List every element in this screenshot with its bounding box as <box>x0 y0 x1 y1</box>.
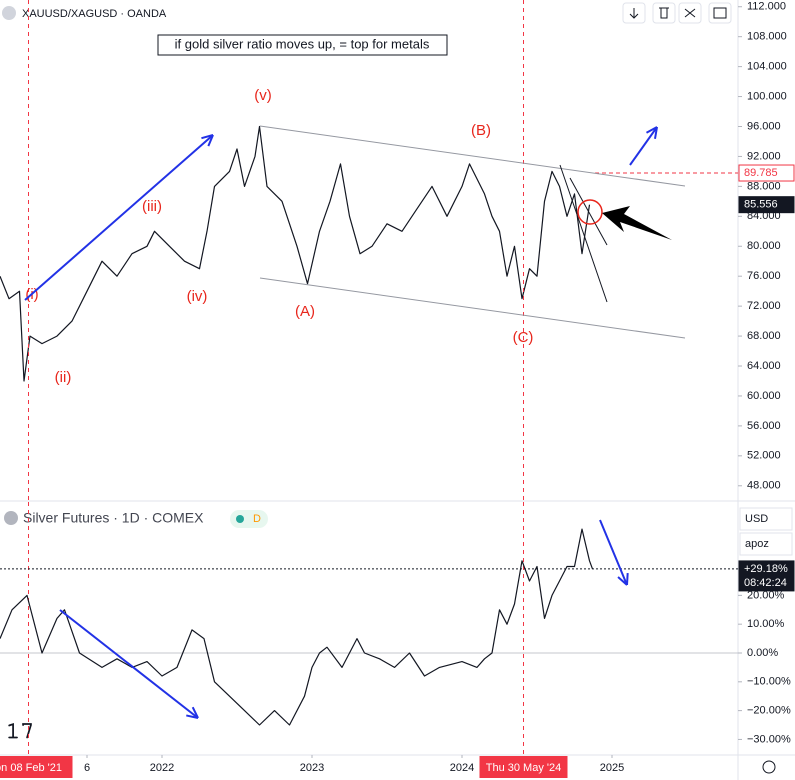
arrow-head <box>617 576 628 586</box>
trend-arrow <box>629 126 658 166</box>
currency: USD <box>745 513 768 525</box>
wedge-line <box>569 177 608 246</box>
currency-button[interactable] <box>739 507 793 531</box>
y-tick-label: 84.000 <box>747 210 781 222</box>
y-tick-label: 0.00% <box>747 647 778 659</box>
y-tick-label: 100.000 <box>747 90 787 102</box>
price-label-box <box>738 560 795 592</box>
x-tick-label: 2023 <box>300 762 324 774</box>
crosshair-date: Thu 30 May '24 <box>486 762 561 774</box>
y-tick-label: −30.00% <box>747 733 791 745</box>
y-tick-label: 96.000 <box>747 120 781 132</box>
close-icon[interactable] <box>2 6 16 20</box>
arrow-head <box>191 706 199 719</box>
price-label: +29.18% <box>744 563 788 575</box>
highlight-circle <box>577 199 603 225</box>
button-restore[interactable] <box>708 2 732 24</box>
countdown: 08:42:24 <box>744 577 787 589</box>
x-tick-label: 6 <box>84 762 90 774</box>
icon <box>713 7 727 19</box>
wave-label: (A) <box>295 303 315 320</box>
x-tick-label: 2024 <box>450 762 474 774</box>
symbol-title: XAUUSD/XAGUSD · OANDA <box>22 8 167 20</box>
settings-icon[interactable] <box>762 760 776 774</box>
y-tick-label: 56.000 <box>747 420 781 432</box>
wave-label: (iii) <box>142 198 162 215</box>
y-tick-label: 88.000 <box>747 180 781 192</box>
price-label: 89.785 <box>744 167 778 179</box>
badge-label: D <box>253 513 261 525</box>
scale-mode: apoz <box>745 538 769 550</box>
trend-arrow <box>59 609 199 719</box>
y-tick-label: 60.000 <box>747 390 781 402</box>
trend-arrow <box>24 134 214 301</box>
price-label-box <box>738 164 795 182</box>
pointer-arrow <box>602 206 672 240</box>
y-tick-label: 104.000 <box>747 61 787 73</box>
arrow-head <box>646 126 658 134</box>
pane-icon <box>4 511 18 525</box>
button-delete[interactable] <box>652 2 676 24</box>
arrow-head <box>201 134 214 140</box>
y-tick-label: −10.00% <box>747 676 791 688</box>
y-tick-label: 112.000 <box>747 1 786 13</box>
y-tick-label: 10.00% <box>747 618 785 630</box>
arrow-head <box>654 126 658 139</box>
status-dot <box>236 515 244 523</box>
price-line <box>0 528 594 726</box>
channel-line <box>259 277 686 339</box>
x-tick-label: 2022 <box>150 762 174 774</box>
wave-label: (iv) <box>187 288 208 305</box>
icon <box>629 8 639 19</box>
wave-label: (ii) <box>55 369 72 386</box>
y-tick-label: 68.000 <box>747 330 781 342</box>
toolbar <box>622 2 732 24</box>
arrow-head <box>186 714 199 719</box>
channel-line <box>259 125 686 187</box>
trend-arrow <box>599 519 628 586</box>
y-tick-label: 80.000 <box>747 240 781 252</box>
y-tick-label: 76.000 <box>747 270 781 282</box>
badge <box>230 510 268 528</box>
y-tick-label: −20.00% <box>747 705 791 717</box>
y-tick-label: 52.000 <box>747 450 781 462</box>
icon <box>659 7 669 19</box>
annotation: if gold silver ratio moves up, = top for… <box>175 36 430 51</box>
arrow-head <box>626 572 629 586</box>
scale-button[interactable] <box>739 532 793 556</box>
y-tick-label: 64.000 <box>747 360 781 372</box>
price-label-box <box>738 196 795 214</box>
crosshair-date-box <box>0 756 73 778</box>
crosshair-date-box <box>479 756 568 778</box>
pane-title: Silver Futures · 1D · COMEX <box>23 510 204 526</box>
arrow-head <box>207 134 214 147</box>
wave-label: (B) <box>471 122 491 139</box>
wave-label: (v) <box>254 87 272 104</box>
y-tick-label: 20.00% <box>747 589 785 601</box>
price-line <box>0 125 591 382</box>
price-label: 85.556 <box>744 199 778 211</box>
annotation-box <box>157 34 448 56</box>
y-tick-label: 72.000 <box>747 300 781 312</box>
y-tick-label: 108.000 <box>747 31 787 43</box>
x-tick-label: 2025 <box>600 762 624 774</box>
wedge-line <box>559 164 608 303</box>
y-tick-label: 92.000 <box>747 150 781 162</box>
y-tick-label: 48.000 <box>747 480 781 492</box>
icon <box>684 8 696 18</box>
wave-label: (C) <box>513 329 534 346</box>
logo: 𝟷𝟽 <box>6 718 34 743</box>
crosshair-date: on 08 Feb '21 <box>0 762 62 774</box>
